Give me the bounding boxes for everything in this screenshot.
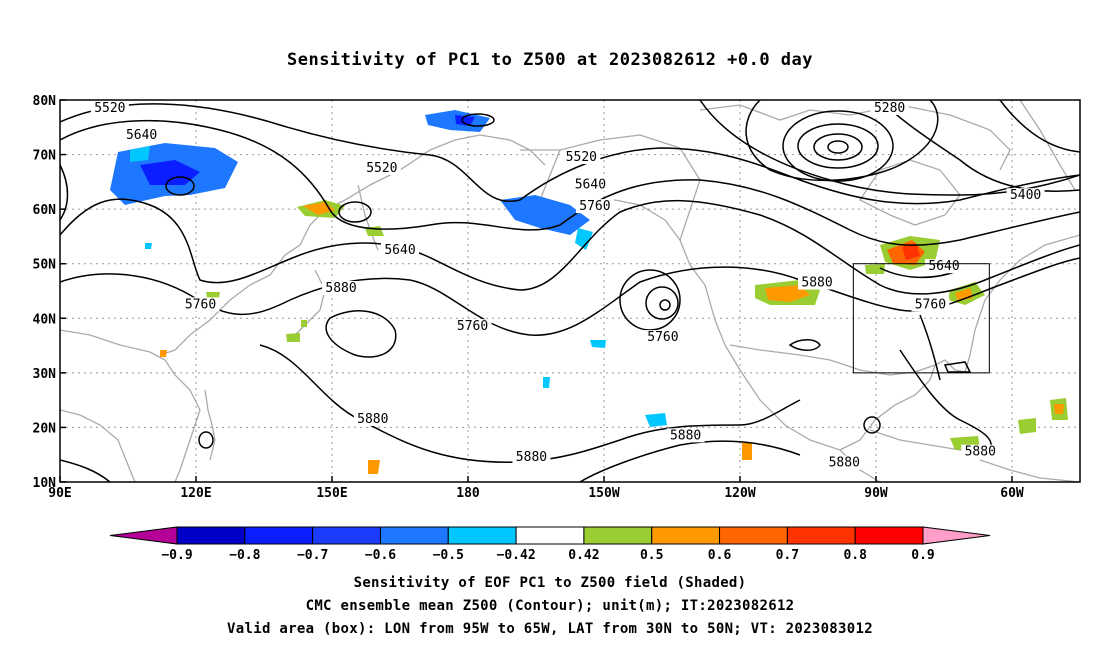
lat-tick-label: 40N xyxy=(33,312,57,327)
contour-label-bg xyxy=(512,450,551,465)
lon-tick-label: 150W xyxy=(588,486,619,501)
lon-tick-label: 120W xyxy=(724,486,755,501)
map-title: Sensitivity of PC1 to Z500 at 2023082612… xyxy=(286,50,813,70)
colorbar-segment xyxy=(854,526,924,545)
contour-label: 5520 xyxy=(566,150,597,165)
colorbar-segment xyxy=(583,526,653,545)
contour-label: 5760 xyxy=(579,199,610,214)
contour-label-bg xyxy=(381,242,419,257)
colorbar-label: −0.6 xyxy=(365,548,396,563)
colorbar-label: −0.42 xyxy=(497,548,536,563)
colorbar-label: 0.8 xyxy=(843,548,867,563)
colorbar-label: 0.9 xyxy=(911,548,934,563)
lon-tick-label: 60W xyxy=(1000,486,1024,501)
contour-label-bg xyxy=(571,177,610,192)
lat-tick-label: 10N xyxy=(33,476,57,491)
contour-label: 5520 xyxy=(94,101,125,116)
contour-label-bg xyxy=(362,160,401,175)
footer-line-3: Valid area (box): LON from 95W to 65W, L… xyxy=(227,621,873,637)
colorbar: −0.9 −0.8 −0.7 −0.6 −0.5 −0.42 0.42 0.5 0.6 0.7 0.… xyxy=(109,526,991,563)
lat-tick-label: 30N xyxy=(33,367,57,382)
footer-line-2: CMC ensemble mean Z500 (Contour); unit(m… xyxy=(305,598,795,614)
contour-label: 5760 xyxy=(185,297,216,312)
contour-labels: 5520564055205520564057605640588057605760… xyxy=(90,100,1045,471)
contour-label-bg xyxy=(925,259,963,274)
contour-label: 5640 xyxy=(575,177,606,192)
contour-label-bg xyxy=(353,411,392,426)
lat-tick-label: 20N xyxy=(33,421,57,436)
colorbar-segment xyxy=(719,526,788,545)
contour-label: 5280 xyxy=(874,101,905,116)
colorbar-segment xyxy=(651,526,721,545)
contour-label: 5880 xyxy=(965,445,996,460)
contour-label-bg xyxy=(322,281,361,295)
colorbar-label: 0.6 xyxy=(708,548,732,563)
colorbar-segment xyxy=(244,526,314,545)
map-frame xyxy=(59,99,1081,483)
contour-label: 5880 xyxy=(325,281,356,296)
footer-line-1: Sensitivity of EOF PC1 to Z500 field (Sh… xyxy=(353,575,747,591)
colorbar-label: −0.7 xyxy=(297,548,328,563)
contour-label-bg xyxy=(961,444,1000,459)
contour-label: 5520 xyxy=(366,161,397,176)
contour-label: 5640 xyxy=(126,128,157,143)
contour-label-bg xyxy=(870,100,909,115)
contour-label-bg xyxy=(911,297,950,312)
colorbar-label: 0.42 xyxy=(568,548,599,563)
valid-area-box xyxy=(852,263,990,374)
colorbar-label: 0.5 xyxy=(640,548,663,563)
longitude-ticks: 90E 120E 150E 180 150W 120W 90W 60W xyxy=(48,476,1024,501)
contour-label: 5880 xyxy=(829,456,860,471)
contour-label-bg xyxy=(643,330,682,345)
contour-label-bg xyxy=(825,455,864,470)
contour-label-bg xyxy=(562,150,601,165)
contour-label-bg xyxy=(1006,188,1045,203)
contour-label: 5880 xyxy=(516,450,547,465)
colorbar-segment xyxy=(447,526,517,545)
lat-tick-label: 60N xyxy=(33,203,57,218)
lat-tick-label: 80N xyxy=(33,94,57,109)
contour-label-bg xyxy=(798,275,837,290)
contour-label-bg xyxy=(575,199,614,214)
contour-label-bg xyxy=(181,297,220,312)
contour-label: 5880 xyxy=(670,428,701,443)
colorbar-segment xyxy=(379,526,449,545)
lat-tick-label: 70N xyxy=(33,149,57,164)
contour-label: 5760 xyxy=(915,297,946,312)
colorbar-segment xyxy=(515,526,585,545)
colorbar-label: 0.7 xyxy=(776,548,799,563)
contour-label: 5760 xyxy=(457,319,488,334)
colorbar-label: −0.8 xyxy=(229,548,260,563)
contour-label-bg xyxy=(453,319,492,334)
contour-label: 5880 xyxy=(357,412,388,427)
contour-label: 5760 xyxy=(647,330,678,345)
colorbar-high-extend xyxy=(922,526,991,545)
colorbar-segment xyxy=(176,526,246,545)
lon-tick-label: 150E xyxy=(316,486,347,501)
colorbar-label: −0.5 xyxy=(433,548,464,563)
contour-label-bg xyxy=(666,428,705,443)
lon-tick-label: 120E xyxy=(180,486,211,501)
colorbar-low-extend xyxy=(109,526,178,545)
colorbar-label: −0.9 xyxy=(161,548,192,563)
contour-label: 5640 xyxy=(384,243,415,258)
lat-tick-label: 50N xyxy=(33,258,57,273)
lon-tick-label: 180 xyxy=(456,486,480,501)
contour-label-bg xyxy=(122,128,161,143)
latitude-ticks: 80N 70N 60N 50N 40N 30N 20N 10N xyxy=(33,94,66,491)
lon-tick-label: 90E xyxy=(48,486,71,501)
colorbar-segment xyxy=(786,526,856,545)
contour-label: 5880 xyxy=(801,276,832,291)
contour-label: 5640 xyxy=(928,259,959,274)
contour-label: 5400 xyxy=(1010,188,1041,203)
lon-tick-label: 90W xyxy=(864,486,888,501)
colorbar-segment xyxy=(312,526,381,545)
contour-label-bg xyxy=(90,100,129,115)
